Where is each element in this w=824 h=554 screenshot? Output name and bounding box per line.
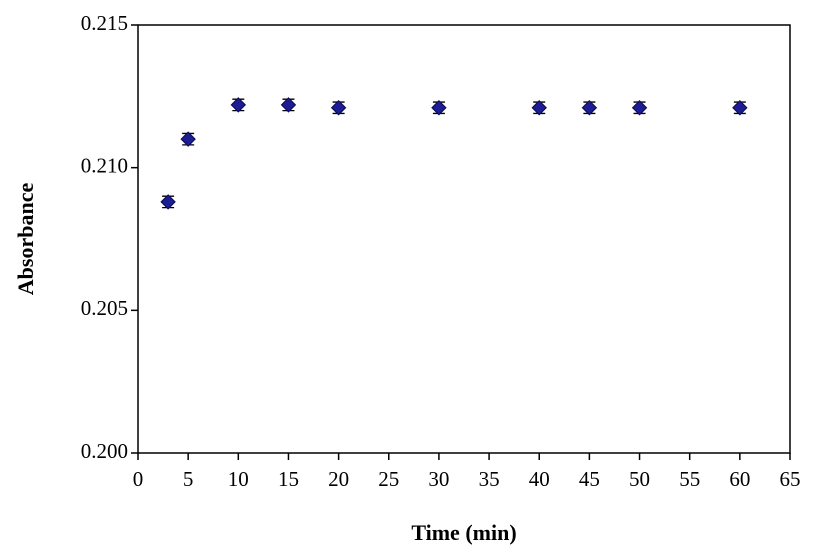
point [330,100,347,116]
x-tick-label: 50 [629,467,650,491]
x-tick-label: 45 [579,467,600,491]
point [732,100,748,116]
y-axis-title: Absorbance [13,183,38,296]
y-tick-label: 0.210 [81,153,128,177]
point [631,100,648,116]
x-axis-title: Time (min) [411,520,516,545]
x-tick-label: 30 [428,467,449,491]
x-tick-label: 0 [133,467,144,491]
y-tick-label: 0.200 [81,439,128,463]
x-tick-label: 25 [378,467,399,491]
point [230,97,247,113]
x-tick-label: 20 [328,467,349,491]
x-tick-label: 5 [183,467,194,491]
point [581,100,598,116]
y-tick-label: 0.215 [81,11,128,35]
x-tick-label: 35 [479,467,500,491]
point [180,131,196,147]
x-tick-label: 10 [228,467,249,491]
point [431,100,447,116]
x-tick-label: 55 [679,467,700,491]
plot-frame [137,24,791,454]
x-tick-label: 65 [780,467,801,491]
y-tick-label: 0.205 [81,296,128,320]
x-tick-label: 15 [278,467,299,491]
x-tick-label: 40 [529,467,550,491]
point [531,100,547,116]
x-tick-label: 60 [729,467,750,491]
point [160,194,176,210]
point [280,97,297,113]
